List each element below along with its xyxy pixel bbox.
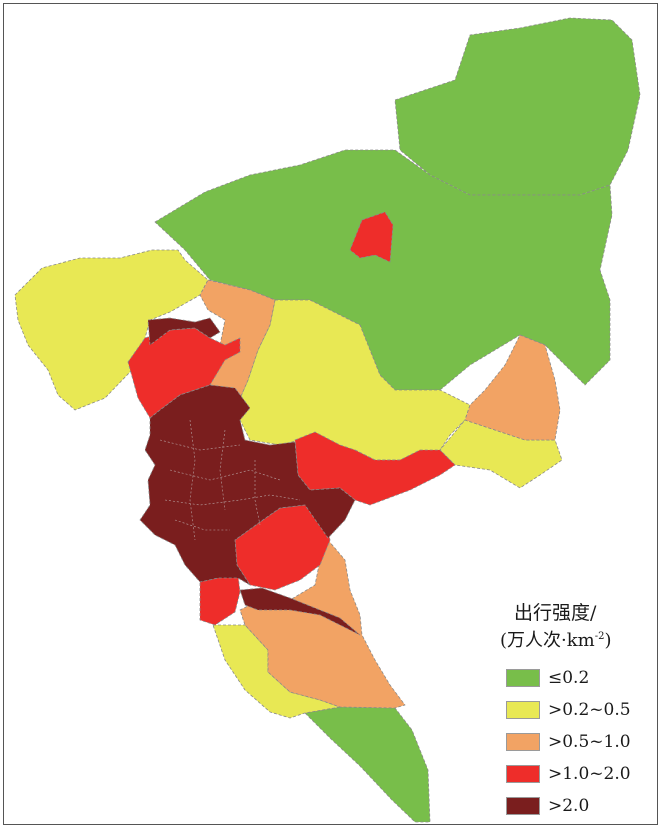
legend-label: >2.0	[548, 796, 590, 816]
region-red-southwest	[199, 574, 241, 626]
region-red-central	[294, 431, 456, 506]
legend-label: >1.0~2.0	[548, 764, 631, 784]
legend-item-lowest: ≤0.2	[506, 666, 589, 690]
legend-unit-text: (万人次·km	[500, 630, 595, 651]
region-dark-north	[147, 317, 221, 346]
region-orange-east	[464, 334, 561, 441]
region-north	[394, 17, 641, 196]
legend-title: 出行强度/	[514, 602, 597, 624]
figure-frame	[3, 3, 658, 825]
legend-swatch	[506, 733, 540, 751]
legend-unit: (万人次·km-2)	[500, 626, 612, 652]
legend-swatch	[506, 701, 540, 719]
region-central-yellow	[234, 299, 471, 461]
legend-unit-close: )	[604, 630, 612, 651]
region-dark-strip	[239, 587, 361, 636]
legend-label: >0.2~0.5	[548, 700, 631, 720]
legend-label: ≤0.2	[548, 668, 590, 688]
region-west	[14, 249, 209, 411]
region-red-north	[349, 211, 394, 263]
region-core	[139, 384, 356, 586]
legend-item-low: >0.2~0.5	[506, 698, 631, 722]
legend-label: >0.5~1.0	[548, 732, 631, 752]
region-south-tip	[304, 706, 431, 823]
legend-item-high: >1.0~2.0	[506, 762, 631, 786]
legend-swatch	[506, 765, 540, 783]
legend-swatch	[506, 669, 540, 687]
legend-unit-superscript: -2	[594, 631, 605, 642]
legend-swatch	[506, 797, 540, 815]
legend-item-highest: >2.0	[506, 794, 589, 818]
core-subdivision-lines	[159, 419, 301, 541]
legend-item-medium: >0.5~1.0	[506, 730, 631, 754]
